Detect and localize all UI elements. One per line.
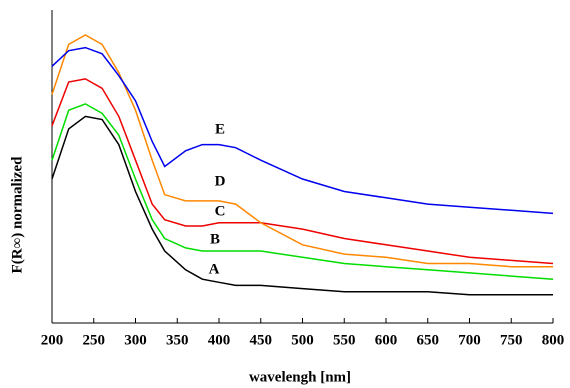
- x-tick-label: 200: [41, 332, 64, 348]
- x-tick-label: 550: [333, 332, 356, 348]
- series-label: D: [215, 173, 226, 189]
- series-label: E: [215, 121, 225, 137]
- series-line: [51, 115, 553, 296]
- x-tick-label: 650: [417, 332, 440, 348]
- series-label: C: [215, 203, 226, 219]
- x-tick-label: 450: [250, 332, 273, 348]
- series-label: A: [209, 261, 220, 277]
- y-axis-label: F(R∞) normalized: [9, 156, 25, 274]
- series-label: B: [210, 231, 220, 247]
- x-tick-label: 750: [500, 332, 523, 348]
- x-tick-label: 600: [375, 332, 398, 348]
- x-tick-label: 500: [291, 332, 314, 348]
- x-tick-label: 800: [542, 332, 565, 348]
- x-tick-label: 700: [458, 332, 481, 348]
- x-tick-label: 250: [83, 332, 106, 348]
- series-line: [51, 78, 554, 265]
- series-line: [51, 46, 554, 215]
- x-tick-label: 300: [124, 332, 147, 348]
- x-tick-label: 350: [166, 332, 189, 348]
- series-line: [51, 34, 553, 268]
- x-axis-label: wavelengh [nm]: [249, 369, 351, 385]
- series-line: [51, 103, 554, 280]
- x-tick-label: 400: [208, 332, 231, 348]
